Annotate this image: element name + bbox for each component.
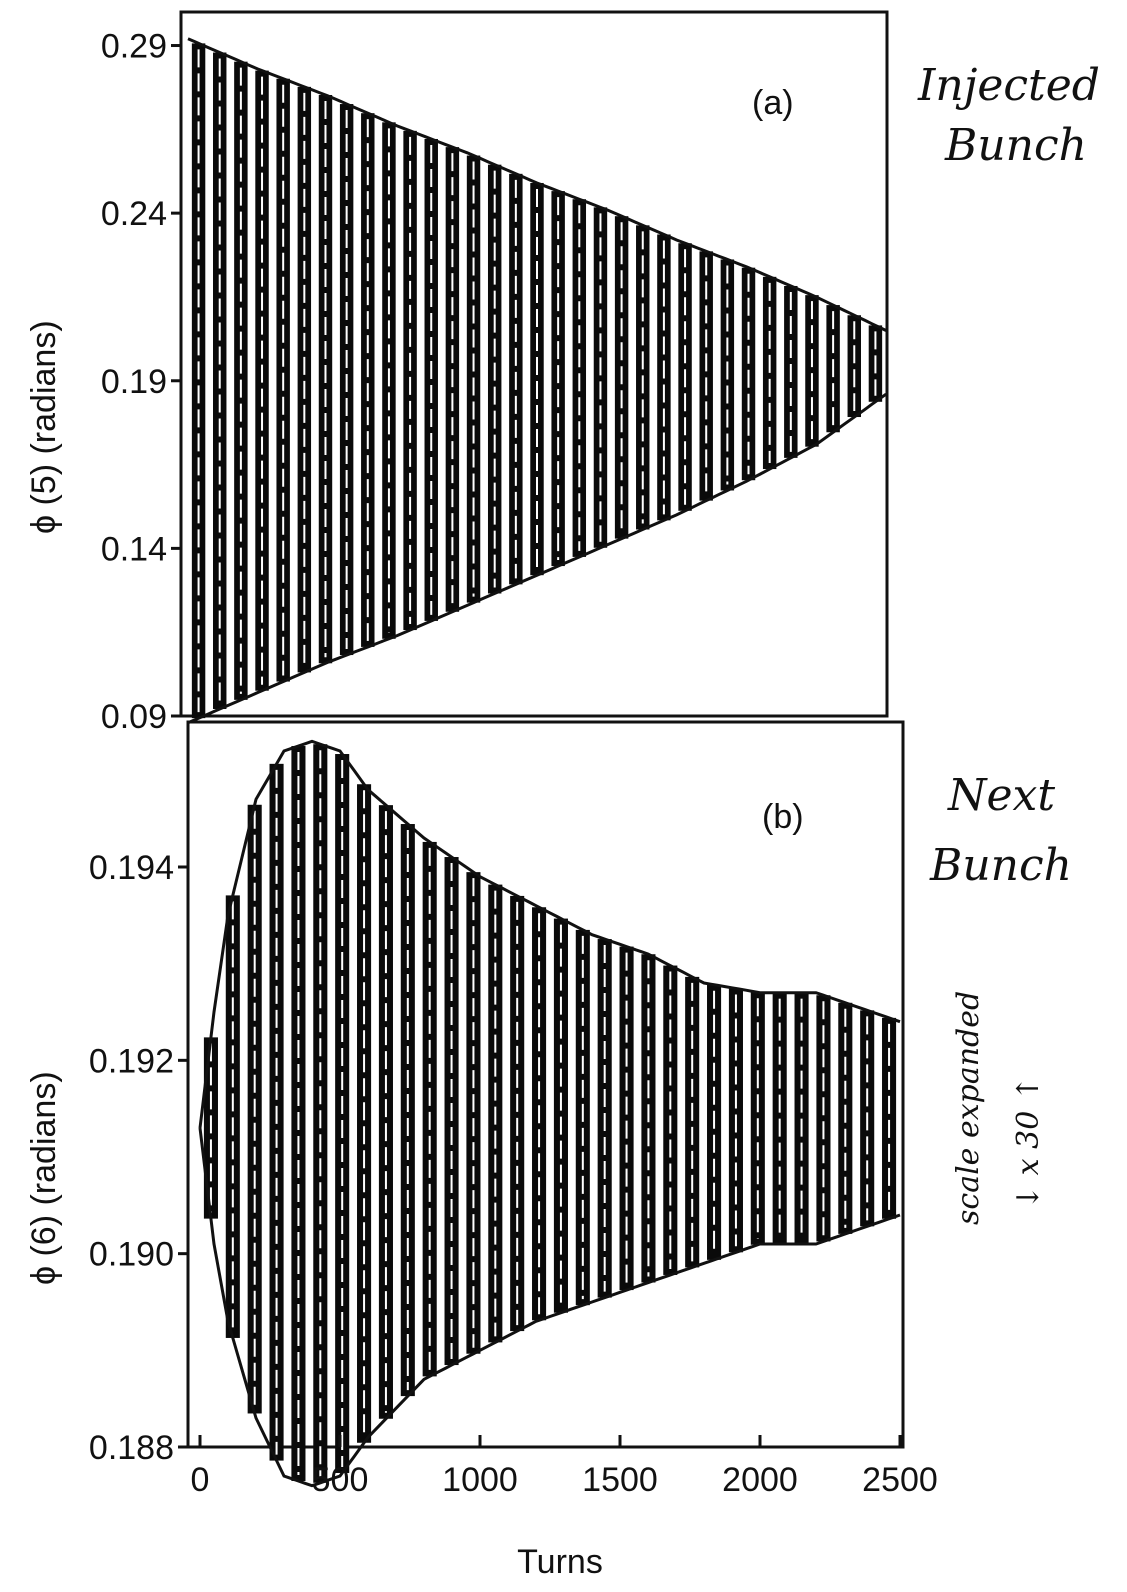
oscillation-band [593,207,608,548]
panel-a: 0.09 0.14 0.19 0.24 0.29 (a) ϕ (5) (radians) [25,10,889,736]
annotations: Injected Bunch Next Bunch scale expanded… [917,60,1100,1225]
upper-envelope [198,739,901,1129]
panel-b-label: (b) [762,798,804,836]
x-tick-label: 1000 [442,1461,518,1499]
annotation-bunch-b: Bunch [929,840,1072,891]
oscillation-band [530,182,544,576]
oscillation-band [553,918,568,1313]
panel-b-x-axis: 0 500 1000 1500 2000 2500 [191,1435,938,1499]
x-tick-label: 500 [312,1461,369,1499]
y-tick-label: 0.194 [89,849,174,887]
oscillation-band [816,995,831,1242]
upper-envelope [187,37,887,332]
oscillation-band [510,895,525,1332]
annotation-injected: Injected [917,60,1100,111]
x-tick-label: 2000 [722,1461,798,1499]
x-tick-label: 0 [191,1461,210,1499]
panel-b-frame [186,720,905,1449]
oscillation-band [225,895,240,1338]
oscillation-band [685,976,700,1268]
x-tick-label: 2500 [862,1461,938,1499]
y-tick-label: 0.19 [101,363,167,401]
panel-a-plot [187,37,887,725]
y-tick-label: 0.188 [89,1429,174,1467]
y-tick-label: 0.14 [101,530,167,568]
oscillation-band [882,1017,897,1219]
oscillation-band [772,992,787,1244]
x-tick-label: 1500 [582,1461,658,1499]
panel-a-y-axis-label: ϕ (5) (radians) [25,320,63,534]
annotation-scale-expanded: scale expanded [951,991,986,1225]
oscillation-band [424,138,438,621]
annotation-bunch-a: Bunch [944,120,1087,171]
y-tick-label: 0.190 [89,1236,174,1274]
panel-a-label: (a) [752,84,794,122]
oscillation-band [466,872,481,1354]
oscillation-band [762,276,777,470]
y-tick-label: 0.29 [101,28,167,66]
y-tick-label: 0.24 [101,195,167,233]
oscillation-band [805,295,819,447]
panel-a-y-axis: 0.09 0.14 0.19 0.24 0.29 [101,28,181,736]
oscillation-band [699,251,713,501]
oscillation-band [297,86,312,673]
oscillation-band [361,113,375,647]
panel-b-plot [198,739,901,1488]
oscillation-band [619,946,634,1291]
lower-envelope [198,1127,901,1488]
oscillation-band [847,315,861,418]
y-tick-label: 0.09 [101,698,167,736]
y-tick-label: 0.192 [89,1042,174,1080]
panel-b-y-axis-label: ϕ (6) (radians) [25,1071,63,1285]
annotation-next: Next [947,770,1055,821]
lower-envelope [187,392,887,725]
panel-b-y-axis: 0.188 0.190 0.192 0.194 [89,849,188,1467]
oscillation-band [422,841,437,1377]
oscillation-band [191,43,206,719]
oscillation-band [794,992,809,1244]
x-axis-label: Turns [517,1543,603,1581]
annotation-x30: ↓ x 30 ↑ [1011,1076,1046,1210]
panel-b: 0.188 0.190 0.192 0.194 0 500 1000 1500 2000 250… [25,720,938,1581]
panel-a-frame [179,10,889,718]
